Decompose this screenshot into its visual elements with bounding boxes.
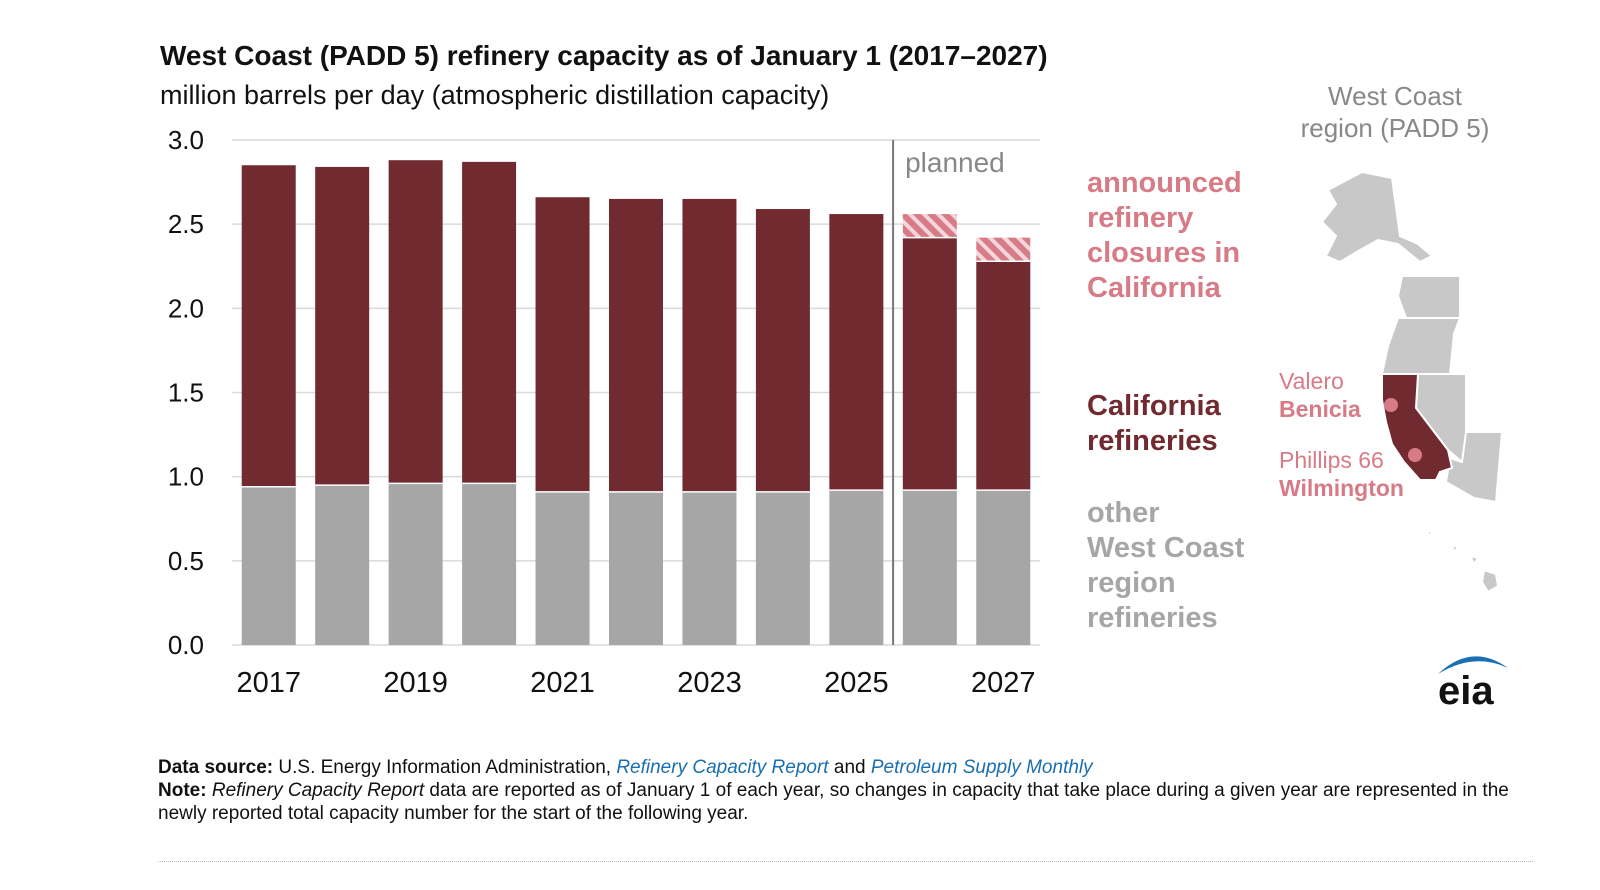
bar-2018-other (315, 485, 370, 645)
x-tick-label: 2019 (383, 667, 448, 699)
bar-2019-other (388, 483, 443, 645)
legend-other: other West Coast region refineries (1087, 497, 1245, 634)
footer: Data source: U.S. Energy Information Adm… (158, 756, 1538, 825)
bar-2022-california (609, 198, 663, 492)
bar-2022-other (609, 491, 663, 645)
x-tick-label: 2023 (677, 667, 742, 699)
source-text: U.S. Energy Information Administration, (278, 757, 612, 778)
bar-2025-california (829, 214, 884, 491)
padd5-map (1320, 170, 1504, 594)
x-tick-label: 2017 (236, 667, 301, 699)
source-and: and (833, 757, 866, 778)
legend-california: California refineries (1087, 390, 1221, 457)
bar-2018-california (315, 166, 370, 486)
legend-closures: announced refinery closures in Californi… (1087, 167, 1242, 304)
bar-2017-other (241, 486, 296, 645)
note-label: Note: (158, 780, 207, 801)
bar-2021-california (535, 197, 590, 492)
phillips-wilmington-marker (1408, 448, 1422, 462)
y-tick-label: 2.5 (168, 209, 204, 239)
chart-subtitle: million barrels per day (atmospheric dis… (160, 80, 830, 110)
y-tick-label: 0.5 (168, 546, 204, 576)
bar-2023-california (682, 198, 737, 492)
x-tick-label: 2025 (824, 667, 889, 699)
bar-2025-other (829, 490, 884, 645)
bar-2024-other (755, 491, 810, 645)
bar-2026-closures (902, 214, 957, 238)
valero-label: Valero Benicia (1279, 367, 1361, 423)
arizona-shape (1444, 431, 1504, 504)
note-italic: Refinery Capacity Report (211, 780, 425, 801)
planned-label: planned (905, 147, 1005, 178)
washington-shape (1396, 275, 1461, 319)
x-tick-label: 2027 (971, 667, 1036, 699)
phillips-name: Phillips 66 (1279, 447, 1384, 473)
phillips-site: Wilmington (1279, 475, 1404, 501)
bar-2027-california (976, 261, 1031, 491)
eia-logo-swoosh (1438, 656, 1508, 674)
chart-title: West Coast (PADD 5) refinery capacity as… (160, 40, 1048, 71)
map-title: West Coast region (PADD 5) (1300, 81, 1490, 143)
bar-2026-california (902, 237, 957, 491)
x-tick-label: 2021 (530, 667, 595, 699)
y-tick-label: 1.5 (168, 378, 204, 408)
refinery-capacity-report-link[interactable]: Refinery Capacity Report (616, 757, 829, 778)
bar-2017-california (241, 165, 296, 487)
bar-2020-other (462, 483, 517, 645)
oregon-shape (1380, 317, 1462, 375)
petroleum-supply-monthly-link[interactable]: Petroleum Supply Monthly (870, 757, 1093, 778)
bar-2020-california (462, 161, 517, 484)
y-tick-label: 1.0 (168, 462, 204, 492)
bar-2021-other (535, 491, 590, 645)
source-label: Data source: (158, 757, 274, 778)
data-source-line: Data source: U.S. Energy Information Adm… (158, 756, 1538, 779)
valero-name: Valero (1279, 368, 1344, 394)
bar-2027-other (976, 490, 1031, 645)
eia-logo: eia (1438, 656, 1508, 710)
valero-benicia-marker (1384, 398, 1398, 412)
note-line: Note: Refinery Capacity Report data are … (158, 779, 1538, 825)
valero-site: Benicia (1279, 396, 1361, 422)
y-tick-label: 3.0 (168, 125, 204, 155)
alaska-shape (1320, 170, 1434, 264)
bar-2019-california (388, 160, 443, 484)
footer-divider (158, 861, 1533, 862)
y-tick-label: 0.0 (168, 630, 204, 660)
hawaii-shape (1423, 528, 1500, 594)
bar-2024-california (755, 209, 810, 492)
phillips-label: Phillips 66 Wilmington (1279, 446, 1404, 502)
eia-logo-text: eia (1438, 669, 1494, 710)
bar-2023-other (682, 491, 737, 645)
california-shape (1381, 373, 1454, 481)
note-text: data are reported as of January 1 of eac… (158, 780, 1509, 824)
bar-2026-other (902, 490, 957, 645)
y-tick-label: 2.0 (168, 293, 204, 323)
bar-2027-closures (976, 237, 1031, 262)
